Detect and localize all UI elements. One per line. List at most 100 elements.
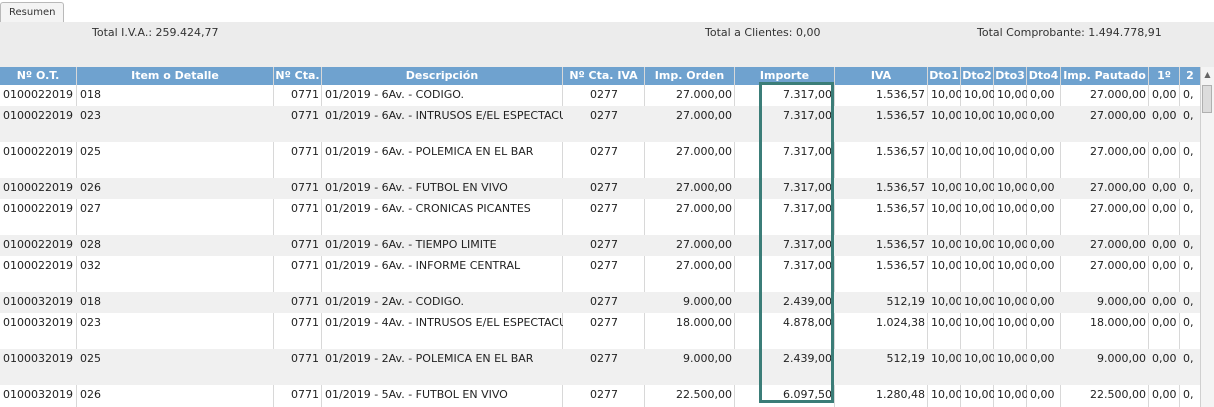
table-row[interactable]: 0100022019 023 0771 01/2019 - 6Av. - INTRUS… [0, 106, 1201, 142]
cell-imp-pautado: 27.000,00 [1090, 145, 1146, 158]
cell-dto4: 0,00 [1030, 259, 1055, 272]
cell-imp-pautado: 27.000,00 [1090, 238, 1146, 251]
col-header-ot[interactable]: Nº O.T. [0, 67, 77, 85]
cell-dto1: 10,00 [931, 352, 961, 365]
cell-ot: 0100022019 [3, 202, 73, 215]
cell-dto3: 10,00 [997, 145, 1027, 158]
cell-dto2: 10,00 [964, 316, 994, 329]
col-header-primero[interactable]: 1º [1149, 67, 1180, 85]
cell-cta-iva: 0277 [590, 316, 618, 329]
summary-panel: Total I.V.A.: 259.424,77 Total a Cliente… [0, 22, 1214, 67]
cell-cta-iva: 0277 [590, 259, 618, 272]
col-header-item[interactable]: Item o Detalle [77, 67, 274, 85]
cell-ot: 0100032019 [3, 388, 73, 401]
col-header-dto4[interactable]: Dto4 [1027, 67, 1061, 85]
cell-importe: 7.317,00 [783, 202, 832, 215]
col-header-dto3[interactable]: Dto3 [994, 67, 1027, 85]
cell-imp-orden: 27.000,00 [676, 259, 732, 272]
cell-iva: 1.536,57 [876, 259, 925, 272]
cell-iva: 512,19 [886, 352, 926, 365]
cell-ot: 0100022019 [3, 88, 73, 101]
cell-iva: 1.280,48 [876, 388, 925, 401]
cell-dto2: 10,00 [964, 145, 994, 158]
cell-item: 018 [80, 88, 101, 101]
cell-dto1: 10,00 [931, 388, 961, 401]
cell-cta-iva: 0277 [590, 352, 618, 365]
cell-dto1: 10,00 [931, 109, 961, 122]
cell-cta: 0771 [291, 238, 319, 251]
col-header-cta-iva[interactable]: Nº Cta. IVA [563, 67, 645, 85]
cell-primero: 0,00 [1152, 316, 1177, 329]
cell-item: 025 [80, 145, 101, 158]
cell-segundo: 0, [1183, 316, 1194, 329]
cell-item: 025 [80, 352, 101, 365]
cell-imp-pautado: 27.000,00 [1090, 88, 1146, 101]
cell-cta-iva: 0277 [590, 145, 618, 158]
table-row[interactable]: 0100032019 018 0771 01/2019 - 2Av. - CODIGO… [0, 292, 1201, 313]
cell-primero: 0,00 [1152, 202, 1177, 215]
cell-iva: 1.024,38 [876, 316, 925, 329]
col-header-imp-orden[interactable]: Imp. Orden [645, 67, 735, 85]
cell-dto3: 10,00 [997, 181, 1027, 194]
cell-importe: 7.317,00 [783, 259, 832, 272]
cell-cta-iva: 0277 [590, 88, 618, 101]
cell-imp-pautado: 27.000,00 [1090, 202, 1146, 215]
cell-importe: 4.878,00 [783, 316, 832, 329]
cell-dto3: 10,00 [997, 202, 1027, 215]
table-row[interactable]: 0100022019 028 0771 01/2019 - 6Av. - TIEMPO… [0, 235, 1201, 256]
cell-iva: 1.536,57 [876, 88, 925, 101]
cell-imp-orden: 22.500,00 [676, 388, 732, 401]
cell-item: 026 [80, 181, 101, 194]
col-header-cta[interactable]: Nº Cta. [274, 67, 322, 85]
table-row[interactable]: 0100032019 023 0771 01/2019 - 4Av. - INTRUS… [0, 313, 1201, 349]
tab-resumen[interactable]: Resumen [0, 2, 65, 23]
cell-iva: 1.536,57 [876, 181, 925, 194]
cell-descripcion: 01/2019 - 5Av. - FUTBOL EN VIVO [325, 388, 508, 401]
vertical-scrollbar[interactable]: ▲ [1200, 67, 1214, 407]
cell-dto1: 10,00 [931, 181, 961, 194]
col-header-dto1[interactable]: Dto1 [928, 67, 961, 85]
cell-cta-iva: 0277 [590, 295, 618, 308]
cell-primero: 0,00 [1152, 181, 1177, 194]
cell-importe: 2.439,00 [783, 295, 832, 308]
cell-item: 028 [80, 238, 101, 251]
col-header-imp-pautado[interactable]: Imp. Pautado [1061, 67, 1149, 85]
cell-dto4: 0,00 [1030, 109, 1055, 122]
col-header-descripcion[interactable]: Descripción [322, 67, 563, 85]
cell-dto3: 10,00 [997, 238, 1027, 251]
cell-imp-orden: 27.000,00 [676, 145, 732, 158]
cell-dto4: 0,00 [1030, 388, 1055, 401]
table-row[interactable]: 0100022019 018 0771 01/2019 - 6Av. - CODIGO… [0, 85, 1201, 106]
scroll-up-icon[interactable]: ▲ [1204, 70, 1211, 79]
cell-cta: 0771 [291, 259, 319, 272]
cell-descripcion: 01/2019 - 6Av. - FUTBOL EN VIVO [325, 181, 508, 194]
cell-segundo: 0, [1183, 181, 1194, 194]
col-header-importe[interactable]: Importe [735, 67, 835, 85]
table-row[interactable]: 0100022019 027 0771 01/2019 - 6Av. - CRONIC… [0, 199, 1201, 235]
cell-item: 023 [80, 316, 101, 329]
scroll-thumb[interactable] [1202, 85, 1212, 113]
table-row[interactable]: 0100032019 025 0771 01/2019 - 2Av. - POLEMI… [0, 349, 1201, 385]
cell-dto2: 10,00 [964, 109, 994, 122]
table-row[interactable]: 0100032019 026 0771 01/2019 - 5Av. - FUTBOL… [0, 385, 1201, 406]
cell-dto2: 10,00 [964, 259, 994, 272]
cell-cta: 0771 [291, 388, 319, 401]
table-row[interactable]: 0100022019 032 0771 01/2019 - 6Av. - INFORM… [0, 256, 1201, 292]
col-header-segundo[interactable]: 2 [1180, 67, 1201, 85]
cell-segundo: 0, [1183, 295, 1194, 308]
col-header-iva[interactable]: IVA [835, 67, 928, 85]
cell-dto3: 10,00 [997, 259, 1027, 272]
cell-imp-orden: 27.000,00 [676, 88, 732, 101]
cell-dto2: 10,00 [964, 181, 994, 194]
cell-dto3: 10,00 [997, 295, 1027, 308]
cell-cta: 0771 [291, 202, 319, 215]
cell-ot: 0100032019 [3, 352, 73, 365]
cell-dto2: 10,00 [964, 202, 994, 215]
cell-segundo: 0, [1183, 202, 1194, 215]
cell-imp-pautado: 18.000,00 [1090, 316, 1146, 329]
cell-dto2: 10,00 [964, 238, 994, 251]
table-row[interactable]: 0100022019 025 0771 01/2019 - 6Av. - POLEMI… [0, 142, 1201, 178]
cell-dto4: 0,00 [1030, 181, 1055, 194]
col-header-dto2[interactable]: Dto2 [961, 67, 994, 85]
table-row[interactable]: 0100022019 026 0771 01/2019 - 6Av. - FUTBOL… [0, 178, 1201, 199]
